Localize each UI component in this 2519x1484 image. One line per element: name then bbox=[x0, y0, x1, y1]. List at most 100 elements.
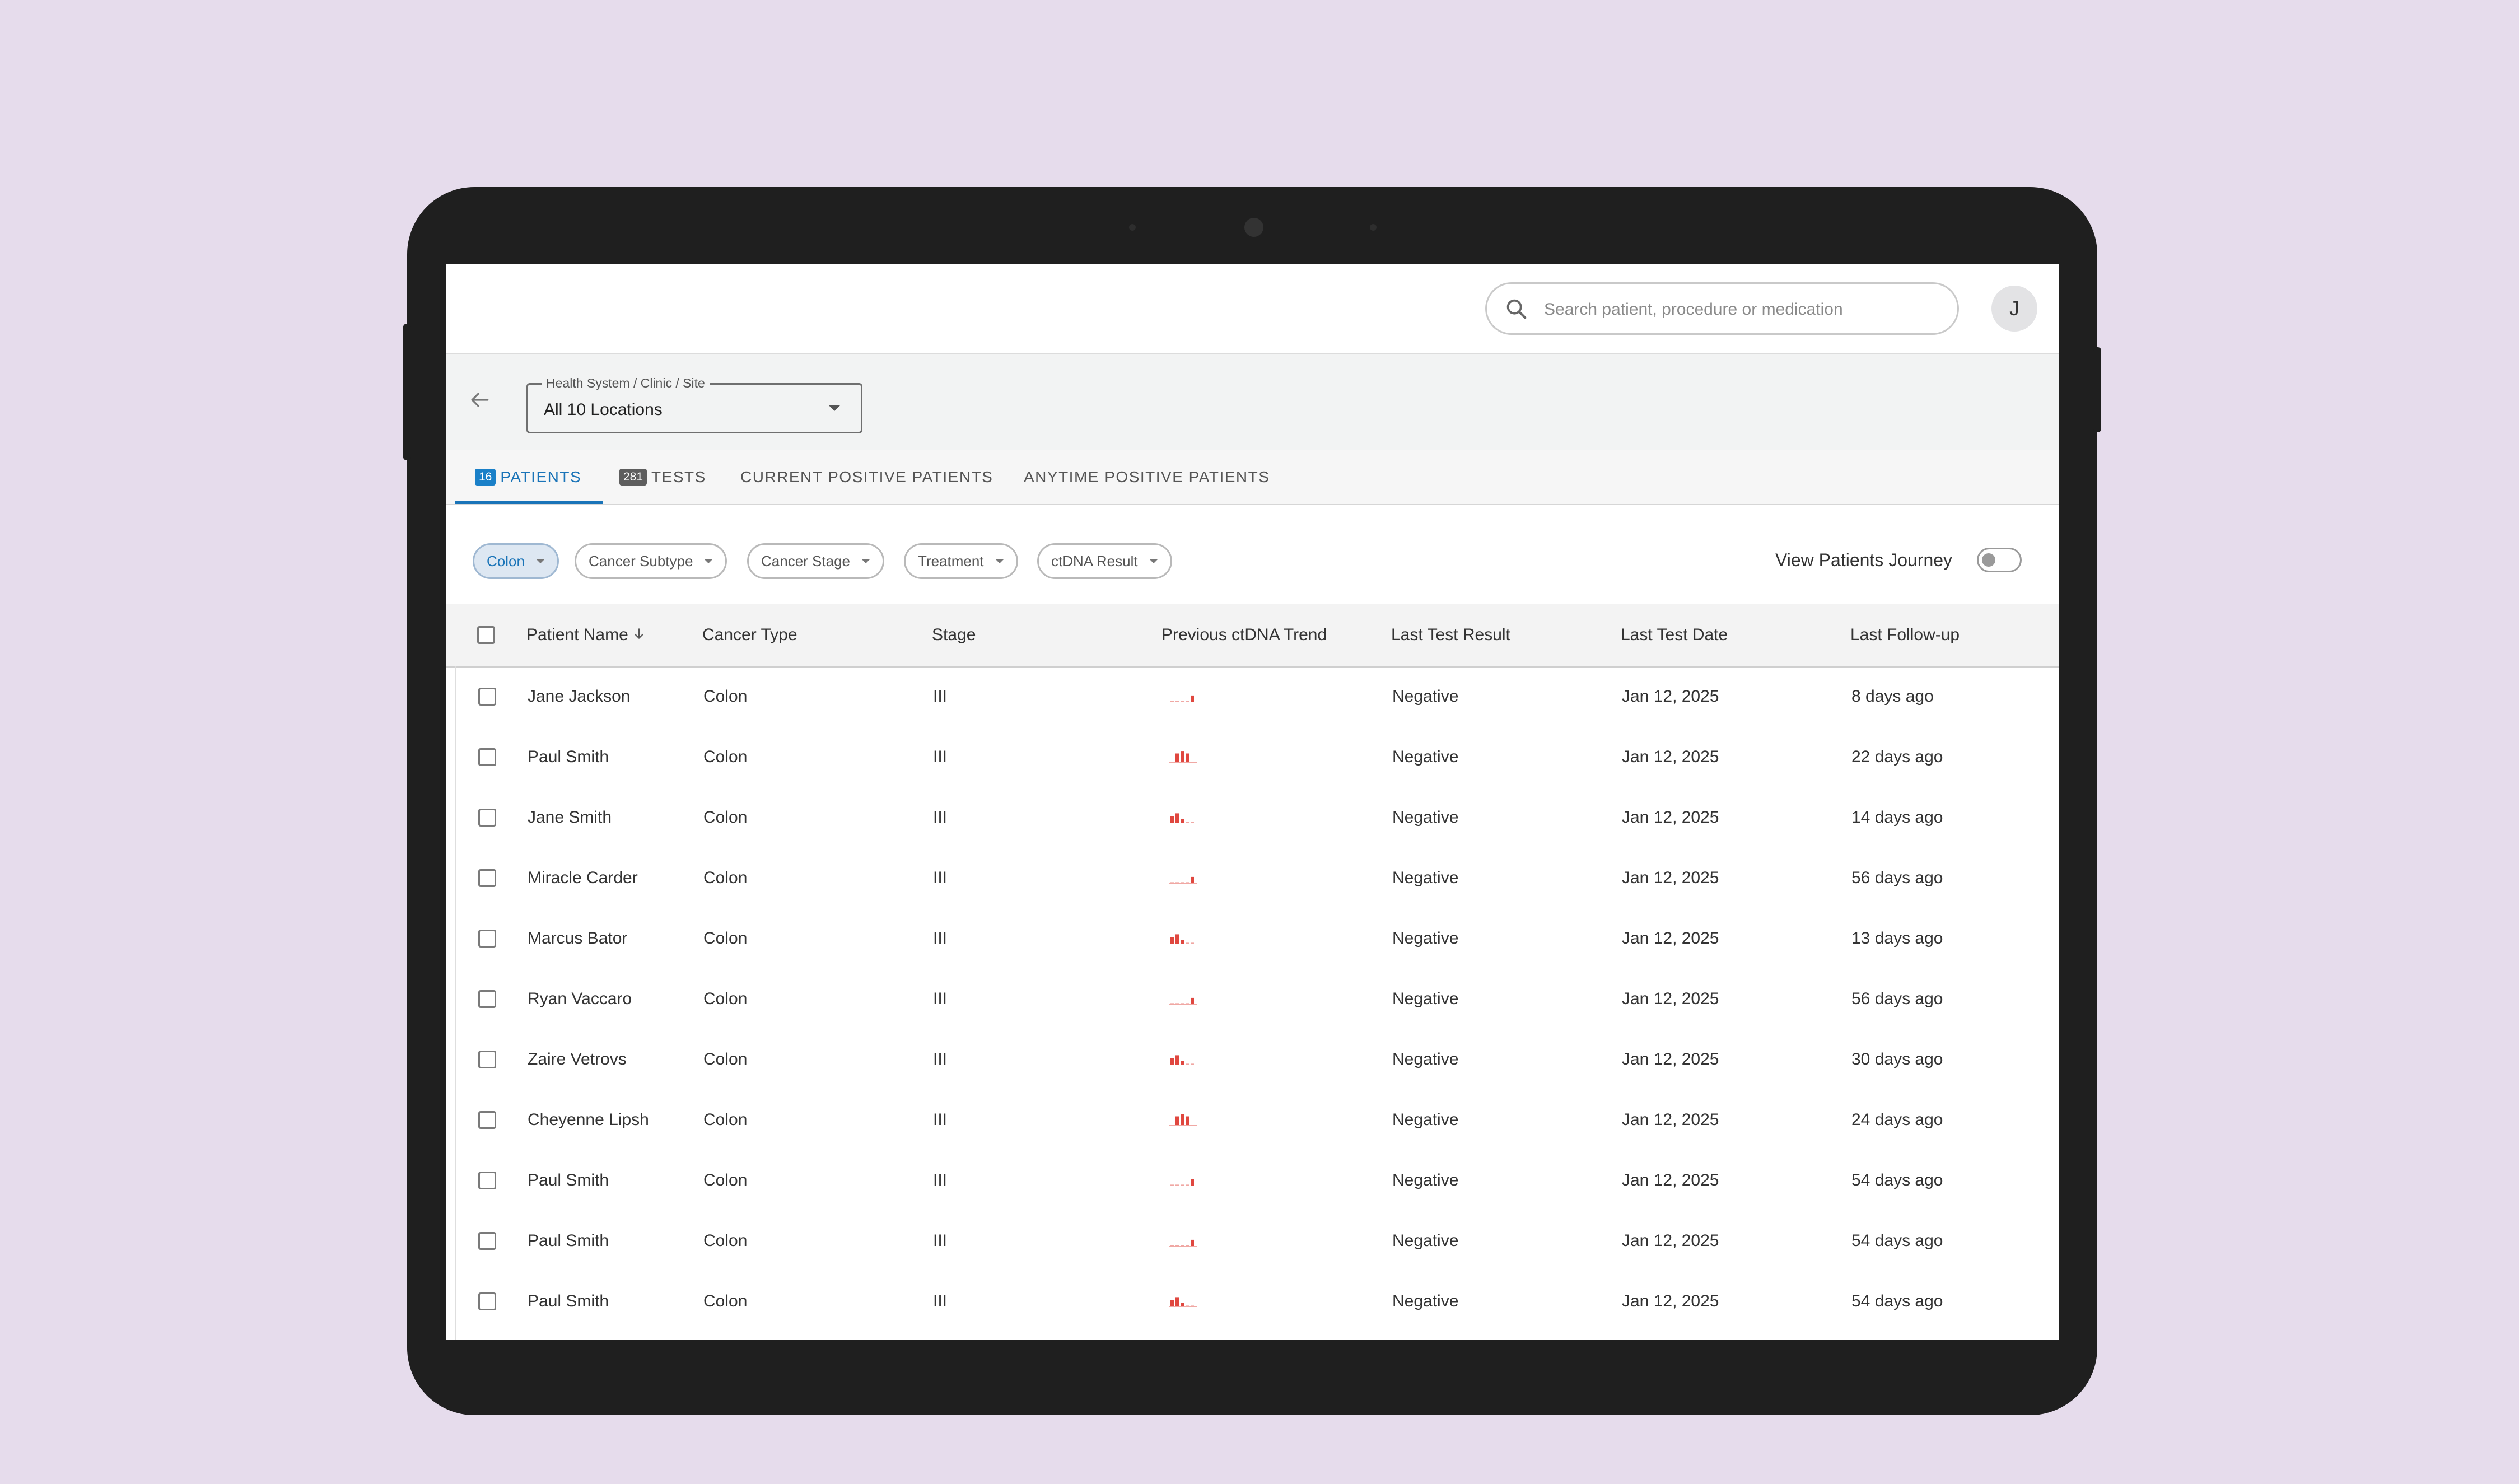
filter-chip-cancer-type[interactable]: Colon bbox=[473, 543, 559, 579]
caret-down-icon bbox=[828, 405, 841, 411]
trend-bar bbox=[1186, 1245, 1189, 1247]
table-row[interactable]: Marcus Bator Colon III Negative Jan 12, 2025… bbox=[456, 908, 2059, 969]
tablet-side-button bbox=[2093, 347, 2101, 432]
cell-patient-name: Miracle Carder bbox=[528, 869, 638, 887]
tab-tests[interactable]: 281 TESTS bbox=[619, 450, 706, 504]
cell-stage: III bbox=[933, 990, 948, 1008]
table-row[interactable]: Ryan Vaccaro Colon III Negative Jan 12, 2025… bbox=[456, 969, 2059, 1029]
row-checkbox[interactable] bbox=[478, 1172, 496, 1189]
table-row[interactable]: Paul Smith Colon III Negative Jan 12, 2025 54… bbox=[456, 1150, 2059, 1211]
search-box[interactable] bbox=[1485, 282, 1959, 335]
row-checkbox[interactable] bbox=[478, 869, 496, 887]
trend-bar bbox=[1170, 816, 1174, 823]
camera-lens bbox=[1244, 218, 1263, 237]
table-row[interactable]: Miracle Carder Colon III Negative Jan 12, 20… bbox=[456, 848, 2059, 908]
column-header-patient-name[interactable]: Patient Name bbox=[526, 604, 646, 666]
trend-bar bbox=[1181, 1114, 1184, 1126]
table-row[interactable]: Paul Smith Colon III Negative Jan 12, 2025 54… bbox=[456, 1271, 2059, 1332]
cell-last-test-date: Jan 12, 2025 bbox=[1622, 1110, 1719, 1129]
row-checkbox[interactable] bbox=[478, 1232, 496, 1250]
cell-last-test-date: Jan 12, 2025 bbox=[1622, 869, 1719, 887]
trend-bar bbox=[1175, 753, 1179, 763]
avatar[interactable]: J bbox=[1991, 286, 2037, 332]
trend-bar bbox=[1181, 1061, 1184, 1065]
table-row[interactable]: Zaire Vetrovs Colon III Negative Jan 12, 202… bbox=[456, 1029, 2059, 1090]
table-row[interactable]: Cheyenne Lipsh Colon III Negative Jan 12, 20… bbox=[456, 1090, 2059, 1150]
trend-bar bbox=[1175, 813, 1179, 823]
tab-current-positive-patients[interactable]: CURRENT POSITIVE PATIENTS bbox=[740, 450, 993, 504]
trend-bar bbox=[1191, 822, 1194, 823]
trend-bar bbox=[1170, 1300, 1174, 1307]
filter-chip-label: Treatment bbox=[918, 553, 984, 570]
row-checkbox[interactable] bbox=[478, 748, 496, 766]
ctdna-trend-sparkline bbox=[1169, 1055, 1197, 1065]
trend-bar bbox=[1191, 876, 1194, 884]
arrow-left-icon[interactable] bbox=[467, 388, 492, 412]
table-row[interactable]: Jane Jackson Colon III Negative Jan 12, 2025… bbox=[456, 666, 2059, 727]
cell-last-test-date: Jan 12, 2025 bbox=[1622, 990, 1719, 1008]
column-header-stage[interactable]: Stage bbox=[932, 626, 976, 644]
trend-bar bbox=[1191, 1305, 1194, 1307]
table-row[interactable]: Paul Smith Colon III Negative Jan 12, 2025 22… bbox=[456, 727, 2059, 787]
trend-bar bbox=[1186, 882, 1189, 884]
row-checkbox[interactable] bbox=[478, 1111, 496, 1129]
trend-bar bbox=[1191, 942, 1194, 944]
caret-down-icon bbox=[1149, 559, 1158, 563]
trend-bar bbox=[1191, 1239, 1194, 1247]
tab-current-positive-label: CURRENT POSITIVE PATIENTS bbox=[740, 468, 993, 486]
search-input[interactable] bbox=[1543, 294, 1937, 325]
filter-chip-cancer-subtype[interactable]: Cancer Subtype bbox=[575, 543, 727, 579]
tab-bar: 16 PATIENTS 281 TESTS CURRENT POSITIVE PAT… bbox=[446, 450, 2059, 505]
cell-stage: III bbox=[933, 1292, 948, 1310]
column-header-label: Patient Name bbox=[526, 626, 628, 644]
filter-chip-ctdna-result[interactable]: ctDNA Result bbox=[1037, 543, 1172, 579]
trend-bar bbox=[1181, 751, 1184, 763]
row-checkbox[interactable] bbox=[478, 990, 496, 1008]
column-header-cancer-type[interactable]: Cancer Type bbox=[702, 626, 797, 644]
cell-stage: III bbox=[933, 929, 948, 948]
tablet-side-button bbox=[403, 324, 411, 460]
location-select[interactable]: Health System / Clinic / Site All 10 Loc… bbox=[526, 376, 862, 433]
select-all-checkbox[interactable] bbox=[477, 626, 495, 644]
trend-bar bbox=[1186, 701, 1189, 702]
view-patients-journey-toggle[interactable] bbox=[1977, 548, 2022, 572]
column-header-ctdna-trend[interactable]: Previous ctDNA Trend bbox=[1161, 626, 1327, 644]
cell-last-test-date: Jan 12, 2025 bbox=[1622, 1050, 1719, 1068]
ctdna-trend-sparkline bbox=[1169, 813, 1197, 823]
cell-last-test-result: Negative bbox=[1392, 1292, 1459, 1310]
cell-stage: III bbox=[933, 808, 948, 827]
cell-last-test-date: Jan 12, 2025 bbox=[1622, 687, 1719, 706]
cell-stage: III bbox=[933, 1171, 948, 1189]
trend-bar bbox=[1175, 1245, 1179, 1247]
trend-bar bbox=[1186, 1184, 1189, 1186]
patients-count-badge: 16 bbox=[475, 468, 496, 486]
row-checkbox[interactable] bbox=[478, 1051, 496, 1068]
cell-cancer-type: Colon bbox=[703, 748, 748, 766]
table-row[interactable]: Paul Smith Colon III Negative Jan 12, 2025 54… bbox=[456, 1211, 2059, 1271]
row-checkbox[interactable] bbox=[478, 1292, 496, 1310]
row-checkbox[interactable] bbox=[478, 688, 496, 706]
table-body: Jane Jackson Colon III Negative Jan 12, 2025… bbox=[455, 666, 2059, 1340]
cell-cancer-type: Colon bbox=[703, 1231, 748, 1250]
tab-patients[interactable]: 16 PATIENTS bbox=[475, 450, 581, 504]
ctdna-trend-sparkline bbox=[1169, 1297, 1197, 1307]
cell-cancer-type: Colon bbox=[703, 990, 748, 1008]
tab-anytime-positive-patients[interactable]: ANYTIME POSITIVE PATIENTS bbox=[1024, 450, 1270, 504]
column-header-last-test-date[interactable]: Last Test Date bbox=[1621, 626, 1728, 644]
tab-patients-label: PATIENTS bbox=[500, 468, 582, 486]
filter-chip-treatment[interactable]: Treatment bbox=[904, 543, 1018, 579]
table-row[interactable]: Jane Smith Colon III Negative Jan 12, 2025 14… bbox=[456, 787, 2059, 848]
row-checkbox[interactable] bbox=[478, 930, 496, 948]
cell-stage: III bbox=[933, 1050, 948, 1068]
trend-bar bbox=[1186, 753, 1189, 763]
cell-last-follow-up: 8 days ago bbox=[1851, 687, 1934, 706]
column-header-last-follow-up[interactable]: Last Follow-up bbox=[1850, 626, 1960, 644]
cell-last-follow-up: 14 days ago bbox=[1851, 808, 1943, 827]
cell-cancer-type: Colon bbox=[703, 1171, 748, 1189]
cell-patient-name: Zaire Vetrovs bbox=[528, 1050, 627, 1068]
filter-chip-label: Colon bbox=[487, 553, 525, 570]
cell-patient-name: Jane Jackson bbox=[528, 687, 631, 706]
row-checkbox[interactable] bbox=[478, 809, 496, 827]
column-header-last-test-result[interactable]: Last Test Result bbox=[1391, 626, 1510, 644]
filter-chip-cancer-stage[interactable]: Cancer Stage bbox=[747, 543, 884, 579]
